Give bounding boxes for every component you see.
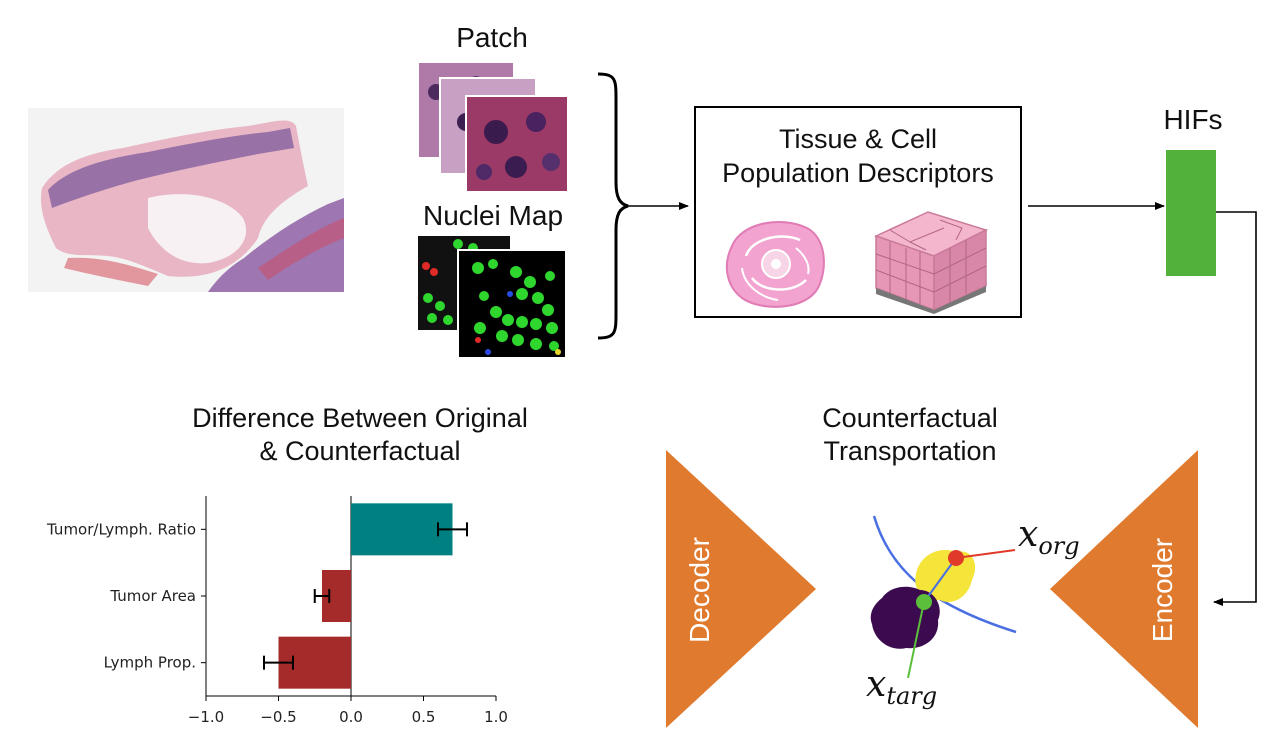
y-tick-label-2: Lymph Prop. [104,654,196,672]
x-tick-label-1: −0.5 [260,708,296,726]
decoder-label: Decoder [684,537,715,643]
descriptor-title-line1: Tissue & Cell [778,124,938,154]
tissue-icon [873,211,989,314]
latent-transport-illustration [870,515,1017,679]
hifs-vector [1166,150,1216,276]
x-org-label: xorg [1018,514,1080,560]
hifs-label: HIFs [1163,104,1223,135]
x-targ-label: xtarg [866,664,937,710]
x-org-sub: org [1038,532,1080,561]
x-tick-label-2: 0.0 [339,708,363,726]
transport-title-line1: Counterfactual [822,403,998,433]
x-tick-label-3: 0.5 [412,708,436,726]
x-org-base: x [1018,514,1039,555]
x-targ-base: x [866,664,887,705]
descriptor-title-line2: Population Descriptors [722,158,994,188]
bar-0 [351,503,453,556]
patch-stack-image [417,62,569,192]
cell-icon [725,221,825,308]
encoder-triangle [1050,450,1198,728]
x-tick-label-0: −1.0 [188,708,224,726]
nuclei-map-label: Nuclei Map [422,200,564,231]
y-tick-label-1: Tumor Area [109,587,196,605]
decoder-triangle [666,450,816,728]
difference-bar-chart: Tumor/Lymph. Ratio Tumor Area Lymph Prop. −… [46,496,508,726]
whole-slide-image [28,108,344,292]
y-tick-label-0: Tumor/Lymph. Ratio [46,520,196,538]
x-tick-label-4: 1.0 [484,708,508,726]
nuclei-map-image [418,236,567,359]
patch-label: Patch [456,22,528,53]
bar-chart-title-line1: Difference Between Original [192,403,528,433]
transport-title-line2: Transportation [823,436,997,466]
x-targ-sub: targ [886,682,938,711]
descriptor-box: Tissue & Cell Population Descriptors [694,106,1022,318]
encoder-label: Encoder [1147,537,1178,643]
bar-chart-title-line2: & Counterfactual [259,436,461,466]
